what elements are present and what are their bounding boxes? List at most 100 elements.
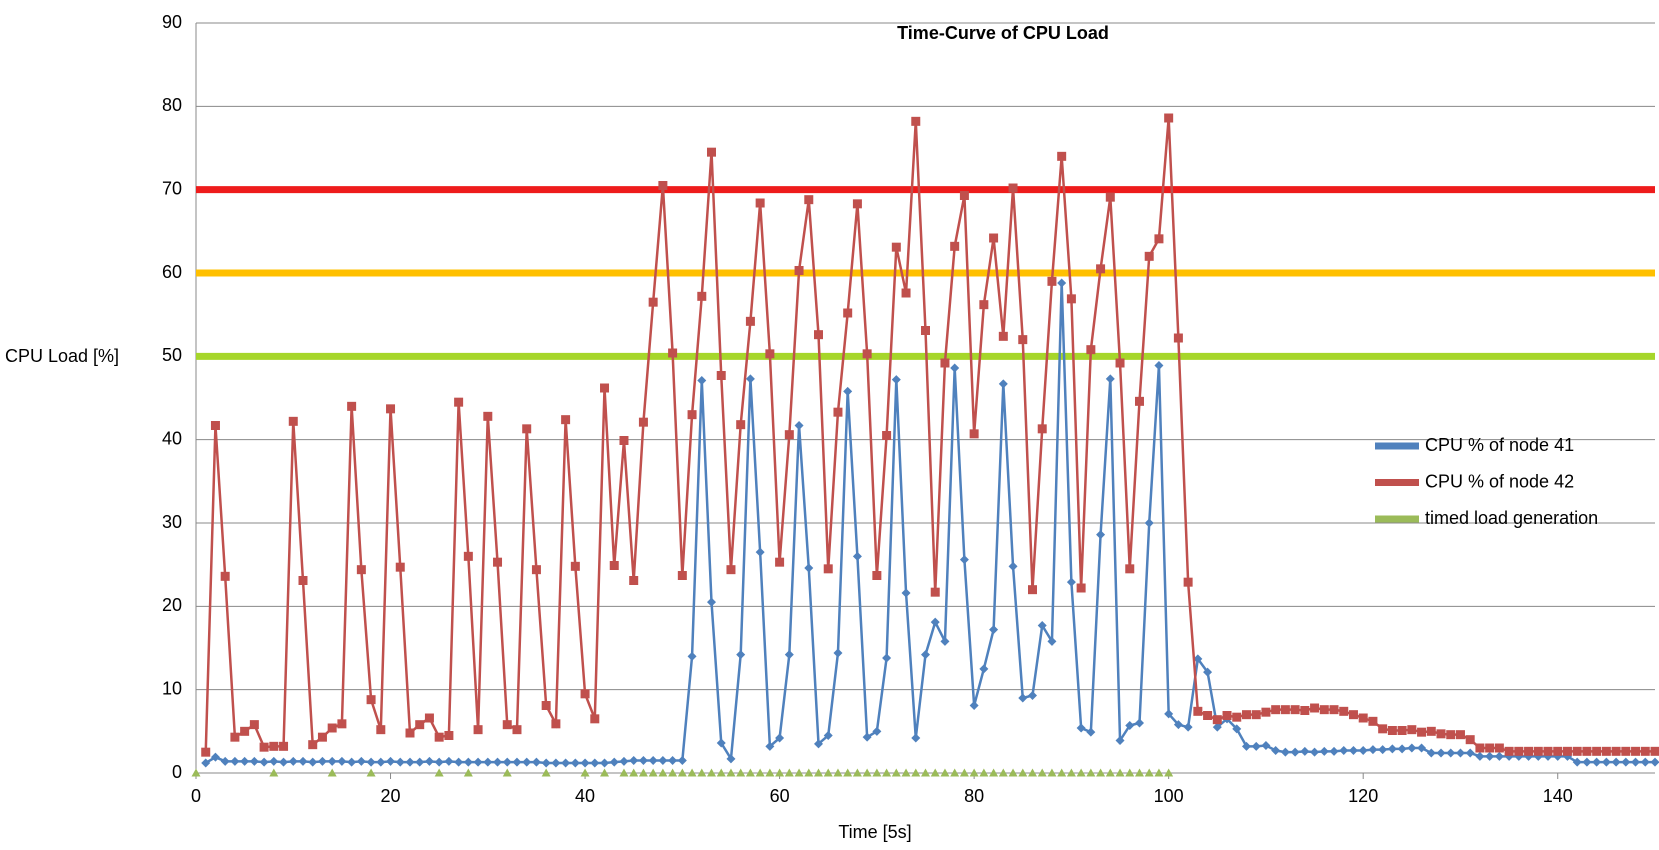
data-point xyxy=(580,758,590,768)
data-point xyxy=(1096,264,1106,274)
data-point xyxy=(1368,716,1378,726)
data-point xyxy=(395,757,405,767)
data-point xyxy=(269,768,279,777)
data-point xyxy=(317,732,327,742)
data-point xyxy=(1154,768,1164,777)
data-point xyxy=(483,757,493,767)
y-tick-label: 0 xyxy=(172,762,182,782)
data-point xyxy=(1164,709,1174,719)
data-point xyxy=(570,758,580,768)
data-point xyxy=(512,725,522,735)
data-point xyxy=(1611,746,1621,756)
data-point xyxy=(1144,518,1154,528)
data-point xyxy=(1329,705,1339,715)
data-point xyxy=(230,732,240,742)
x-tick-label: 0 xyxy=(191,786,201,806)
legend-label: CPU % of node 42 xyxy=(1425,471,1574,491)
data-point xyxy=(1650,746,1659,756)
data-point xyxy=(590,758,600,768)
data-point xyxy=(230,756,240,766)
data-point xyxy=(434,732,444,742)
data-point xyxy=(1592,757,1602,767)
data-point xyxy=(1047,636,1057,646)
data-point xyxy=(1261,707,1271,717)
data-point xyxy=(1105,374,1115,384)
data-point xyxy=(979,664,989,674)
data-point xyxy=(1543,746,1553,756)
data-point xyxy=(862,349,872,359)
y-tick-label: 80 xyxy=(162,95,182,115)
data-point xyxy=(726,565,736,575)
data-point xyxy=(911,733,921,743)
data-point xyxy=(668,768,678,777)
data-point xyxy=(1611,757,1621,767)
data-point xyxy=(716,768,726,777)
data-point xyxy=(1417,727,1427,737)
data-point xyxy=(697,376,707,385)
data-point xyxy=(1572,746,1582,756)
data-point xyxy=(609,757,619,767)
data-point xyxy=(1407,725,1417,735)
data-point xyxy=(561,758,571,768)
data-point xyxy=(707,597,717,607)
data-point xyxy=(405,757,415,767)
data-point xyxy=(463,757,473,767)
data-point xyxy=(1319,746,1329,756)
data-point xyxy=(989,768,999,777)
data-point xyxy=(755,198,765,208)
legend-label: CPU % of node 41 xyxy=(1425,435,1574,455)
data-point xyxy=(1426,726,1436,736)
data-point xyxy=(814,739,824,749)
x-tick-label: 20 xyxy=(381,786,401,806)
data-point xyxy=(366,757,376,767)
data-point xyxy=(347,401,357,411)
data-point xyxy=(502,720,512,730)
data-point xyxy=(1125,564,1135,574)
data-point xyxy=(1592,746,1602,756)
data-point xyxy=(940,358,950,368)
data-point xyxy=(249,720,259,730)
x-tick-label: 40 xyxy=(575,786,595,806)
data-point xyxy=(473,725,483,735)
data-point xyxy=(1086,727,1096,737)
data-point xyxy=(648,768,658,777)
data-point xyxy=(638,417,648,427)
data-point xyxy=(259,742,269,752)
data-point xyxy=(726,768,736,777)
data-point xyxy=(434,757,444,767)
data-point xyxy=(619,768,629,777)
data-point xyxy=(950,241,960,251)
data-point xyxy=(463,551,473,561)
data-point xyxy=(979,768,989,777)
data-point xyxy=(1397,744,1407,754)
data-point xyxy=(279,757,289,767)
data-point xyxy=(765,349,775,359)
data-point xyxy=(1164,113,1174,123)
data-point xyxy=(317,756,327,766)
data-point xyxy=(882,431,892,440)
data-point xyxy=(580,768,590,777)
data-point xyxy=(298,576,308,585)
x-tick-label: 80 xyxy=(964,786,984,806)
data-point xyxy=(1164,768,1174,777)
data-point xyxy=(1290,705,1300,715)
data-point xyxy=(1310,703,1320,713)
data-point xyxy=(1455,730,1465,740)
data-point xyxy=(755,768,765,777)
data-point xyxy=(804,195,814,205)
data-point xyxy=(1582,757,1592,767)
data-point xyxy=(901,768,911,777)
data-point xyxy=(424,713,434,723)
data-point xyxy=(1640,746,1650,756)
data-point xyxy=(784,430,794,440)
data-point xyxy=(1485,751,1495,761)
data-point xyxy=(658,181,668,190)
data-point xyxy=(356,756,366,766)
data-point xyxy=(775,768,785,777)
data-point xyxy=(1436,748,1446,758)
data-point xyxy=(921,650,930,660)
data-point xyxy=(1465,735,1475,745)
data-point xyxy=(1057,151,1067,161)
data-point xyxy=(1037,621,1047,630)
data-point xyxy=(716,738,726,748)
